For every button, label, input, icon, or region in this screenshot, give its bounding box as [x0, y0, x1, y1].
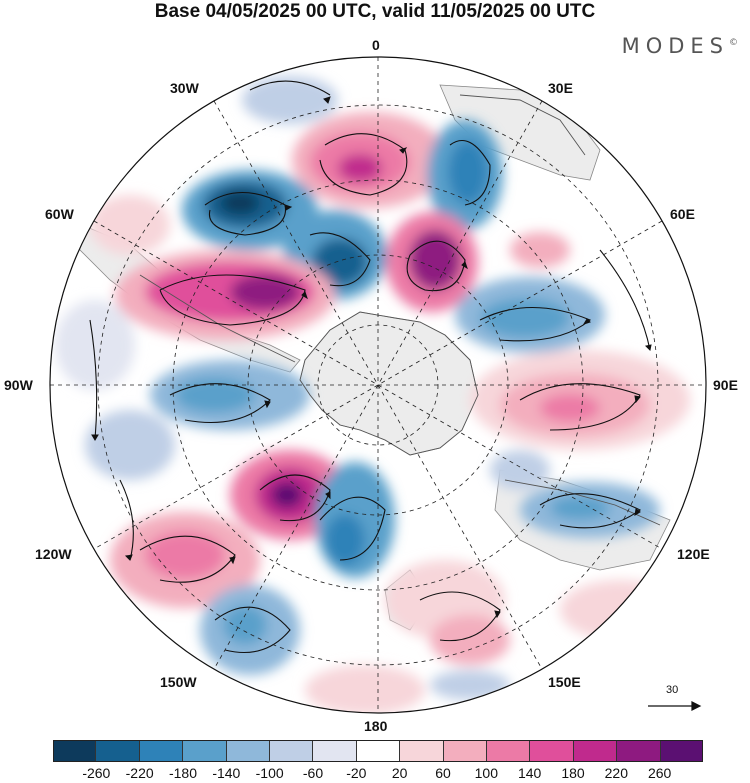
- colorbar-swatch: [487, 740, 531, 762]
- colorbar-swatch: [400, 740, 444, 762]
- colorbar-swatch: [313, 740, 357, 762]
- colorbar-tick-label: -60: [302, 765, 324, 781]
- colorbar-swatch: [356, 740, 401, 762]
- colorbar-tick-label: -220: [125, 765, 154, 781]
- reference-vector-label: 30: [666, 684, 679, 696]
- lon-label-30e: 30E: [548, 80, 573, 96]
- colorbar-tick-label: -100: [255, 765, 284, 781]
- lon-label-120e: 120E: [677, 546, 710, 562]
- lon-label-150w: 150W: [160, 674, 197, 690]
- colorbar-swatch: [53, 740, 97, 762]
- coastlines: [139, 94, 661, 526]
- colorbar-tick-label: -140: [212, 765, 241, 781]
- wind-streamlines: [89, 80, 651, 654]
- colorbar-tick-label: 140: [517, 765, 542, 781]
- map-border: [49, 56, 707, 714]
- reference-vector-arrow: [648, 701, 702, 711]
- lon-label-180: 180: [364, 718, 388, 734]
- colorbar-tick-label: 100: [474, 765, 499, 781]
- anomaly-field: [55, 76, 690, 713]
- colorbar-tick-label: 260: [647, 765, 672, 781]
- brand-mark: ©: [729, 38, 738, 48]
- colorbar-tick-label: 60: [435, 765, 451, 781]
- colorbar-swatch: [530, 740, 574, 762]
- colorbar-tick-label: -260: [82, 765, 111, 781]
- colorbar-tick-label: -20: [346, 765, 367, 781]
- colorbar-swatch: [139, 740, 184, 762]
- lon-label-120w: 120W: [35, 546, 72, 562]
- lon-label-0: 0: [372, 37, 380, 53]
- colorbar-swatch: [270, 740, 314, 762]
- colorbar-tick-label: -180: [168, 765, 198, 781]
- colorbar-swatch: [573, 740, 618, 762]
- colorbar-swatch: [617, 740, 661, 762]
- modes-logo: MODES©: [622, 34, 738, 58]
- map-title: Base 04/05/2025 00 UTC, valid 11/05/2025…: [154, 1, 596, 22]
- colorbar-swatch: [660, 740, 704, 762]
- lon-label-60w: 60W: [45, 206, 74, 222]
- wind-vectors: [91, 96, 652, 619]
- colorbar-tick-label: 180: [561, 765, 585, 781]
- lon-label-150e: 150E: [548, 674, 581, 690]
- colorbar-swatch: [443, 740, 488, 762]
- brand-text: MODES: [621, 34, 729, 58]
- lon-label-90e: 90E: [713, 377, 738, 393]
- colorbar-tick-label: 20: [391, 765, 408, 781]
- lon-label-60e: 60E: [670, 206, 695, 222]
- lon-label-30w: 30W: [170, 80, 199, 96]
- colorbar-swatch: [226, 740, 271, 762]
- colorbar-frame: [53, 740, 703, 762]
- colorbar-swatch: [96, 740, 140, 762]
- lon-label-90w: 90W: [4, 377, 33, 393]
- colorbar-tick-label: 220: [604, 765, 629, 781]
- colorbar-swatch: [183, 740, 227, 762]
- colorbar: [53, 740, 704, 762]
- graticule: [50, 57, 706, 713]
